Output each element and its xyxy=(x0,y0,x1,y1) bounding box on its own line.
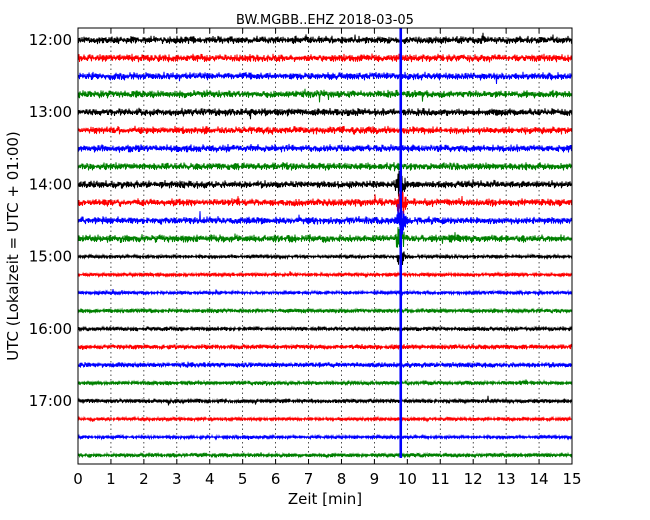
chart-title: BW.MGBB..EHZ 2018-03-05 xyxy=(236,13,414,28)
y-tick-label-1: 13:00 xyxy=(29,103,72,121)
seismic-traces xyxy=(77,32,573,459)
y-tick-label-0: 12:00 xyxy=(29,31,72,49)
x-tick-label-11: 11 xyxy=(431,470,450,488)
trace-1245 xyxy=(77,88,573,103)
x-tick-label-15: 15 xyxy=(562,470,581,488)
trace-1630 xyxy=(77,361,573,369)
x-tick-label-10: 10 xyxy=(398,470,417,488)
x-tick-label-7: 7 xyxy=(304,470,314,488)
trace-1445 xyxy=(77,224,573,254)
trace-1430 xyxy=(77,198,573,238)
trace-1745 xyxy=(77,451,573,459)
x-tick-label-5: 5 xyxy=(238,470,248,488)
trace-1615 xyxy=(77,343,573,351)
x-tick-label-14: 14 xyxy=(530,470,549,488)
trace-1500 xyxy=(77,251,573,267)
trace-1645 xyxy=(77,379,573,387)
trace-1730 xyxy=(77,433,573,441)
trace-1330 xyxy=(77,143,573,153)
plot-frame xyxy=(77,27,573,465)
y-tick-label-2: 14:00 xyxy=(29,175,72,193)
trace-1515 xyxy=(77,270,573,279)
trace-1215 xyxy=(77,53,573,63)
x-tick-label-12: 12 xyxy=(464,470,483,488)
trace-1315 xyxy=(77,125,573,135)
trace-1230 xyxy=(77,71,573,85)
x-tick-label-3: 3 xyxy=(172,470,182,488)
x-tick-label-4: 4 xyxy=(205,470,215,488)
trace-1415 xyxy=(77,187,573,226)
x-tick-label-2: 2 xyxy=(139,470,149,488)
trace-1715 xyxy=(77,415,573,423)
y-tick-label-3: 15:00 xyxy=(29,248,72,266)
trace-1300 xyxy=(77,107,573,120)
y-axis-ticks: 12:00 13:00 14:00 15:00 16:00 17:00 xyxy=(29,31,572,410)
y-tick-label-4: 16:00 xyxy=(29,320,72,338)
y-axis-label: UTC (Lokalzeit = UTC + 01:00) xyxy=(4,131,22,361)
trace-1345 xyxy=(77,162,573,172)
trace-1200 xyxy=(77,32,573,45)
x-tick-label-9: 9 xyxy=(370,470,380,488)
x-tick-label-8: 8 xyxy=(337,470,347,488)
trace-1530 xyxy=(77,288,573,297)
x-axis-ticks: 0 1 2 3 4 5 6 7 8 9 10 11 12 13 14 15 xyxy=(73,28,582,488)
y-tick-label-5: 17:00 xyxy=(29,392,72,410)
trace-1600 xyxy=(77,325,573,333)
x-tick-label-0: 0 xyxy=(73,470,83,488)
x-tick-label-6: 6 xyxy=(271,470,281,488)
trace-1400 xyxy=(77,162,573,200)
x-axis-label: Zeit [min] xyxy=(288,490,362,508)
trace-1700 xyxy=(77,395,573,406)
trace-1545 xyxy=(77,307,573,315)
x-tick-label-13: 13 xyxy=(497,470,516,488)
x-tick-label-1: 1 xyxy=(106,470,116,488)
